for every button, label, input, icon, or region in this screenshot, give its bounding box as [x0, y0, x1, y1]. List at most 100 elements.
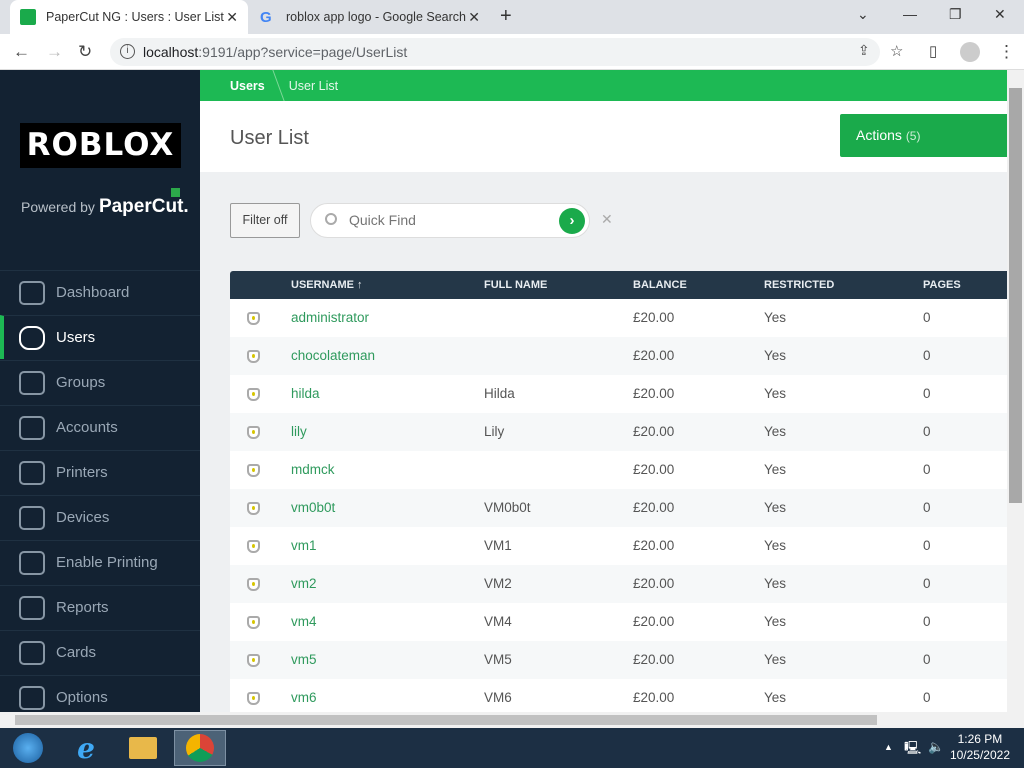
side-panel-icon[interactable]: ▯	[929, 43, 938, 60]
table-row: vm0b0t VM0b0t £20.00 Yes 0	[230, 489, 1007, 527]
profile-avatar[interactable]	[960, 42, 980, 62]
card-icon	[19, 640, 45, 665]
col-pages[interactable]: PAGES	[923, 279, 961, 291]
close-window-button[interactable]: ✕	[994, 6, 1006, 22]
breadcrumb-user-list: User List	[288, 78, 339, 93]
username-link[interactable]: vm6	[291, 690, 317, 705]
pages: 0	[923, 310, 931, 325]
full-name: Lily	[484, 424, 505, 439]
balance: £20.00	[633, 576, 675, 591]
username-link[interactable]: mdmck	[291, 462, 335, 477]
breadcrumb-separator	[263, 70, 285, 101]
forward-icon[interactable]: →	[46, 42, 63, 61]
gear-icon	[19, 685, 45, 710]
col-restricted[interactable]: RESTRICTED	[764, 279, 835, 291]
pages: 0	[923, 348, 931, 363]
pages: 0	[923, 386, 931, 401]
reload-icon[interactable]: ↻	[78, 42, 93, 61]
username-link[interactable]: administrator	[291, 310, 370, 325]
username-link[interactable]: vm4	[291, 614, 317, 629]
filter-toggle-button[interactable]: Filter off	[230, 203, 300, 238]
breadcrumb-users[interactable]: Users	[230, 78, 265, 93]
close-tab-icon[interactable]: ✕	[226, 8, 238, 25]
search-go-button[interactable]: ›	[559, 208, 585, 234]
quick-find: ›	[310, 203, 590, 238]
username-link[interactable]: vm5	[291, 652, 317, 667]
restricted: Yes	[764, 462, 787, 477]
scroll-thumb[interactable]	[15, 715, 877, 725]
volume-icon[interactable]: 🔈	[928, 739, 945, 754]
username-link[interactable]: vm2	[291, 576, 317, 591]
table-row: lily Lily £20.00 Yes 0	[230, 413, 1007, 451]
balance: £20.00	[633, 424, 675, 439]
username-link[interactable]: lily	[291, 424, 307, 439]
pages: 0	[923, 424, 931, 439]
page-title: User List	[230, 127, 309, 149]
tab-papercut[interactable]: PaperCut NG : Users : User List ✕	[10, 0, 248, 34]
vertical-scrollbar[interactable]	[1007, 70, 1024, 712]
restricted: Yes	[764, 310, 787, 325]
restricted: Yes	[764, 348, 787, 363]
papercut-brand: PaperCut.	[98, 196, 189, 217]
username-link[interactable]: vm1	[291, 538, 317, 553]
powered-by-papercut: Powered by PaperCut.	[21, 196, 189, 218]
user-status-icon	[247, 350, 260, 363]
sidebar-item-devices[interactable]: Devices	[0, 495, 200, 539]
clear-search-icon[interactable]: ✕	[601, 211, 613, 227]
sidebar-item-dashboard[interactable]: Dashboard	[0, 270, 200, 314]
maximize-button[interactable]: ❐	[949, 6, 962, 22]
quick-find-input[interactable]	[349, 212, 549, 228]
printer-icon	[19, 460, 45, 485]
account-icon	[19, 415, 45, 440]
show-hidden-icons[interactable]: ▲	[884, 742, 893, 752]
new-tab-button[interactable]: +	[500, 5, 512, 27]
sidebar-item-label: Dashboard	[56, 284, 130, 301]
url-input[interactable]: i localhost:9191/app?service=page/UserLi…	[110, 38, 880, 66]
sidebar-item-cards[interactable]: Cards	[0, 630, 200, 674]
back-icon[interactable]: ←	[13, 42, 30, 61]
table-row: vm4 VM4 £20.00 Yes 0	[230, 603, 1007, 641]
sidebar-item-users[interactable]: Users	[0, 315, 200, 359]
bookmark-star-icon[interactable]: ☆	[890, 43, 904, 60]
username-link[interactable]: chocolateman	[291, 348, 376, 363]
close-tab-icon[interactable]: ✕	[468, 8, 480, 25]
minimize-button[interactable]: —	[903, 6, 917, 22]
sidebar-item-groups[interactable]: Groups	[0, 360, 200, 404]
balance: £20.00	[633, 500, 675, 515]
table-row: vm2 VM2 £20.00 Yes 0	[230, 565, 1007, 603]
actions-button[interactable]: Actions (5)	[840, 114, 1007, 157]
horizontal-scrollbar[interactable]	[0, 712, 1024, 728]
tab-search-icon[interactable]: ⌄	[857, 6, 869, 22]
start-button[interactable]	[2, 730, 54, 766]
group-icon	[19, 370, 45, 395]
chrome-icon[interactable]	[174, 730, 226, 766]
sidebar-item-reports[interactable]: Reports	[0, 585, 200, 629]
clock[interactable]: 1:26 PM 10/25/2022	[950, 731, 1010, 763]
browser-tab-bar: PaperCut NG : Users : User List ✕ G robl…	[0, 0, 1024, 34]
sidebar-item-label: Cards	[56, 644, 97, 661]
col-username[interactable]: USERNAME ↑	[291, 279, 363, 291]
pages: 0	[923, 614, 931, 629]
sidebar-item-enable-printing[interactable]: Enable Printing	[0, 540, 200, 584]
network-icon[interactable]: 🖳	[904, 740, 922, 755]
file-explorer-icon[interactable]	[117, 730, 169, 766]
menu-icon[interactable]: ⋮	[998, 42, 1015, 61]
tab-google[interactable]: G roblox app logo - Google Search ✕	[250, 0, 490, 34]
tab-title: PaperCut NG : Users : User List	[46, 10, 224, 24]
table-row: hilda Hilda £20.00 Yes 0	[230, 375, 1007, 413]
scroll-thumb[interactable]	[1009, 88, 1022, 503]
username-link[interactable]: vm0b0t	[291, 500, 336, 515]
user-table: USERNAME ↑ FULL NAME BALANCE RESTRICTED …	[230, 271, 1007, 712]
sidebar-item-printers[interactable]: Printers	[0, 450, 200, 494]
internet-explorer-icon[interactable]: e	[77, 731, 95, 765]
username-link[interactable]: hilda	[291, 386, 320, 401]
sidebar-item-accounts[interactable]: Accounts	[0, 405, 200, 449]
share-icon[interactable]: ⇪	[858, 42, 870, 58]
pages: 0	[923, 690, 931, 705]
info-icon[interactable]: i	[120, 44, 135, 59]
google-favicon-icon: G	[260, 9, 272, 26]
user-status-icon	[247, 426, 260, 439]
sidebar-item-options[interactable]: Options	[0, 675, 200, 719]
col-balance[interactable]: BALANCE	[633, 279, 687, 291]
col-full-name[interactable]: FULL NAME	[484, 279, 548, 291]
